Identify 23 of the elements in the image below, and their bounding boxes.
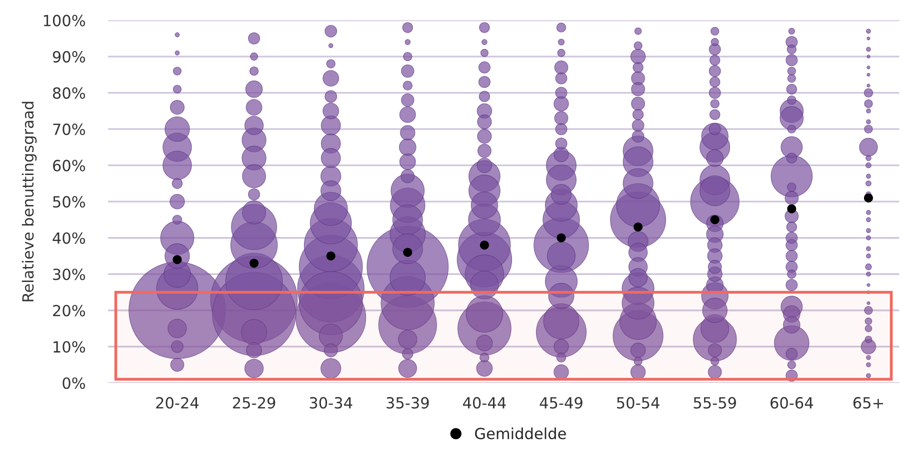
x-tick-label: 25-29 [232,397,276,409]
y-tick-label: 50% [53,196,86,208]
y-tick-label: 0% [62,377,86,389]
y-tick-label: 20% [53,304,86,316]
y-tick-label: 100% [44,14,86,26]
x-tick-label: 45-49 [540,397,582,409]
y-tick-label: 30% [53,268,86,280]
x-tick-label: 20-24 [156,397,199,409]
y-tick-label: 60% [53,160,86,172]
x-tick-label: 35-39 [386,397,429,409]
x-tick-label: 50-54 [617,397,660,409]
y-tick-label: 10% [54,341,86,353]
legend-label: Gemiddelde [475,427,566,440]
x-tick-label: 40-44 [463,397,506,409]
y-axis-title: Relatieve benuttingsgraad [22,102,37,302]
y-tick-label: 80% [52,87,86,99]
y-tick-label: 70% [53,124,86,136]
x-tick-label: 65+ [853,397,883,409]
y-tick-label: 40% [52,232,86,244]
x-tick-label: 55-59 [694,397,736,409]
x-tick-label: 60-64 [770,397,814,409]
x-tick-label: 30-34 [310,397,352,409]
y-tick-label: 90% [52,51,86,63]
